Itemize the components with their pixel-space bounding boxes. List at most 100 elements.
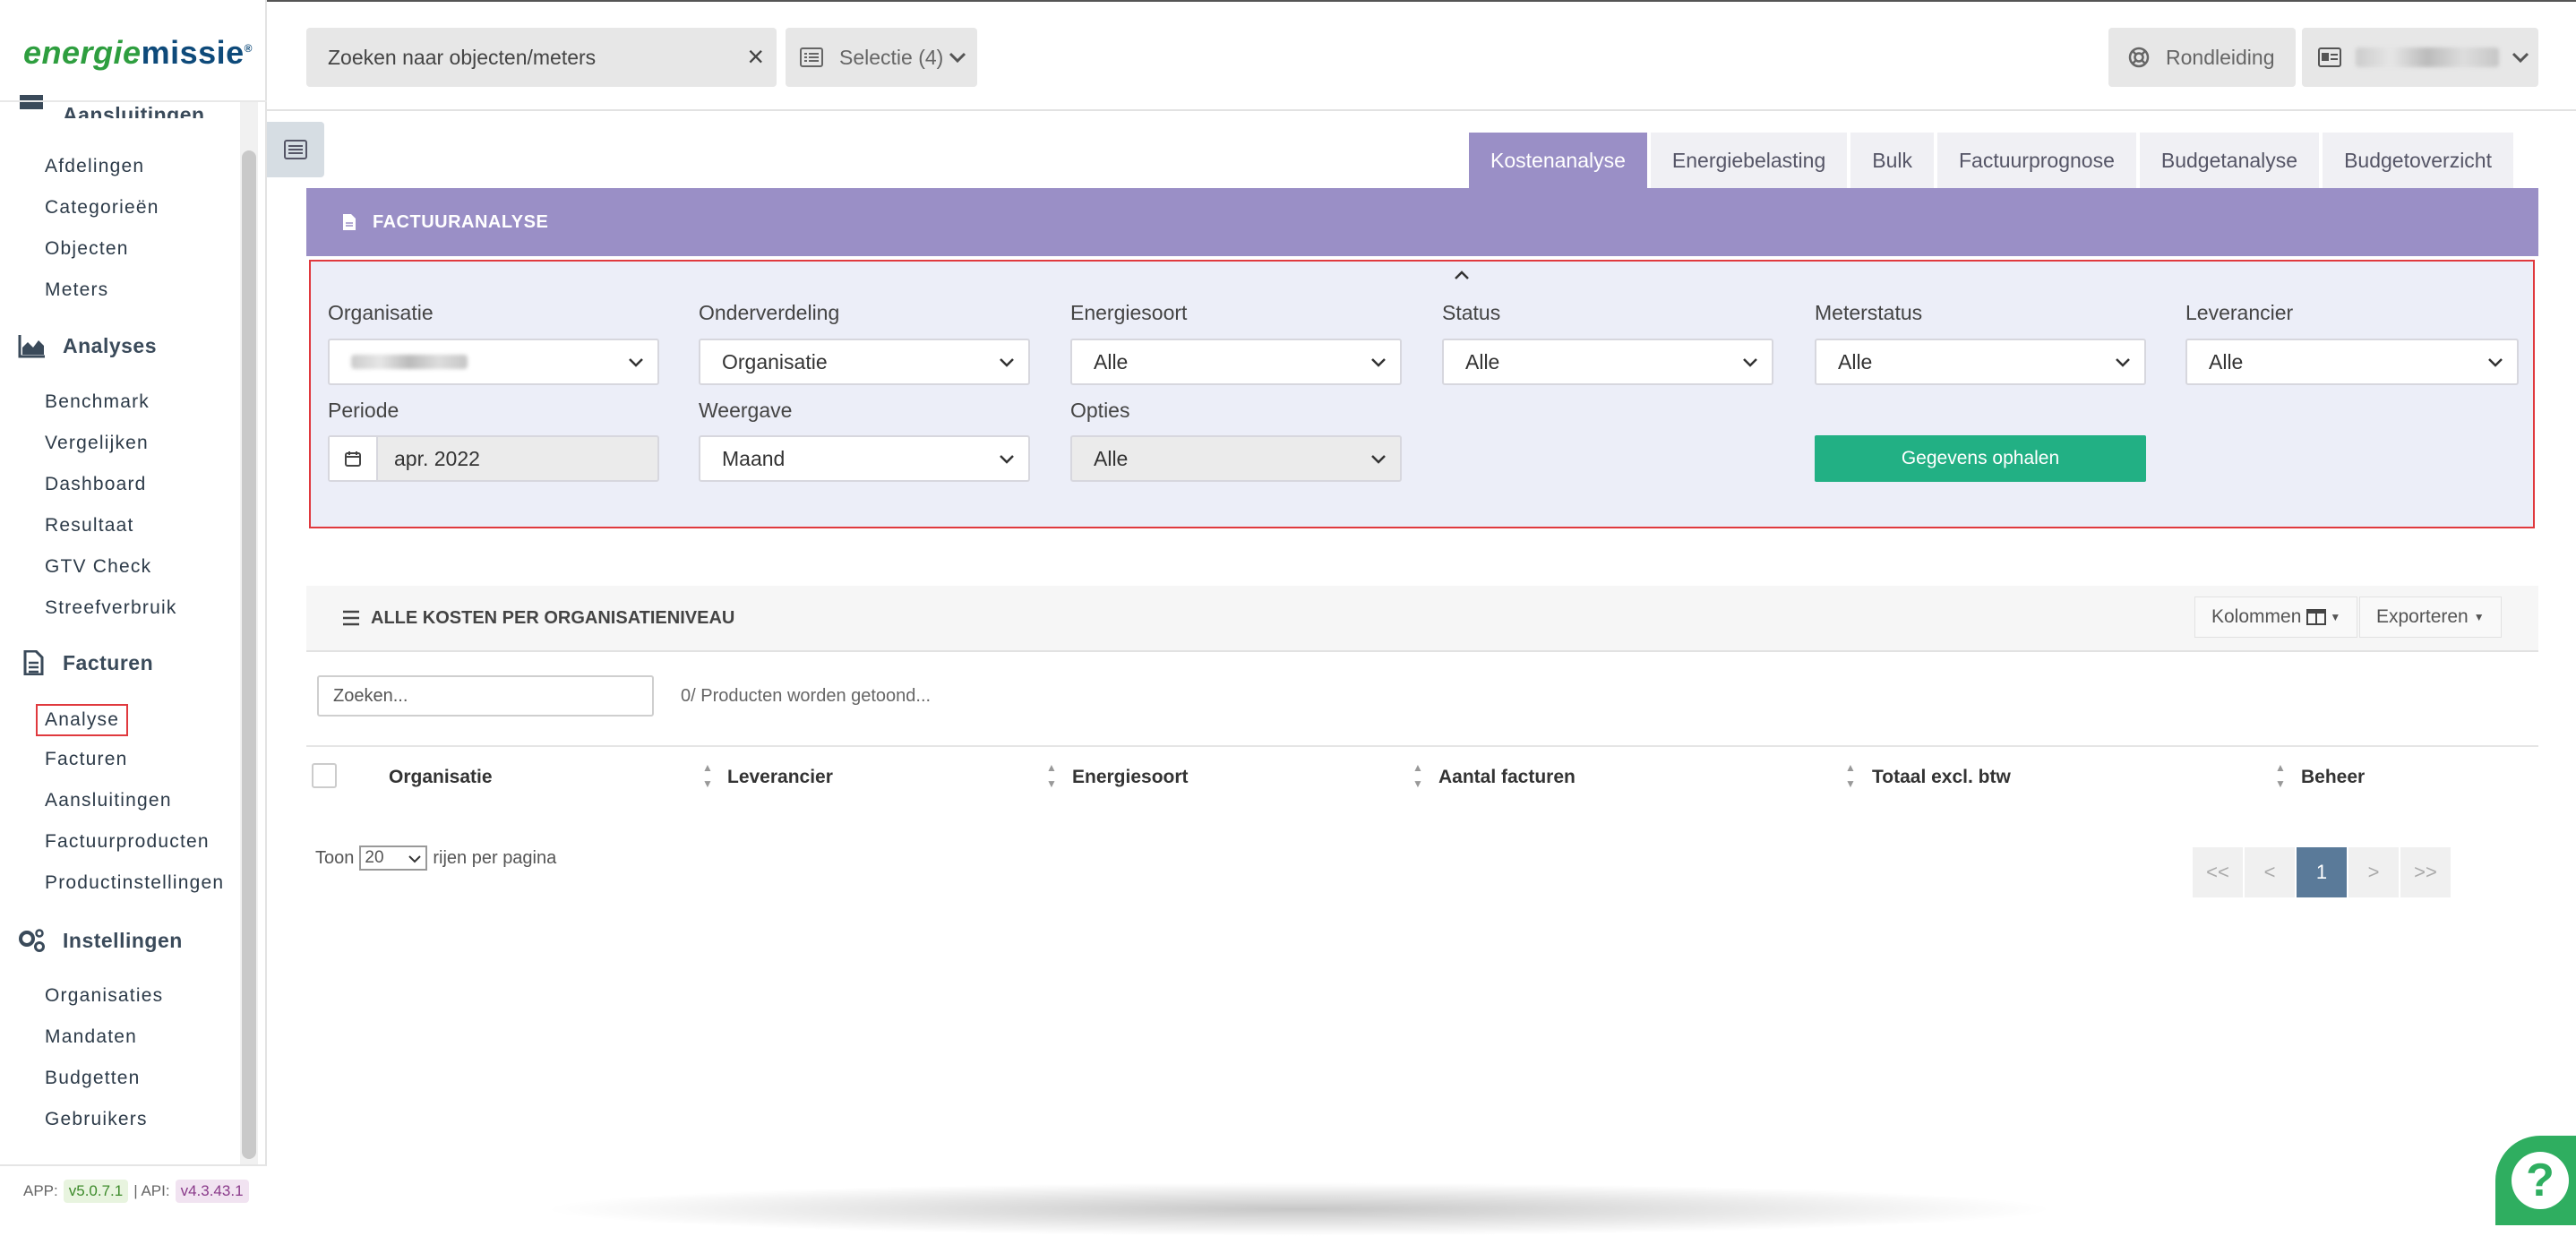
sidebar-item-afdelingen[interactable]: Afdelingen bbox=[45, 156, 145, 176]
page-size-select[interactable]: 20 bbox=[359, 845, 428, 871]
clear-search-icon[interactable]: × bbox=[747, 40, 764, 73]
meterstatus-select[interactable]: Alle bbox=[1815, 339, 2146, 385]
sidebar-toggle-button[interactable] bbox=[267, 122, 324, 177]
tab-budgetanalyse[interactable]: Budgetanalyse bbox=[2139, 133, 2320, 188]
sidebar-section-instellingen[interactable]: Instellingen bbox=[18, 928, 183, 953]
sort-icon[interactable]: ▲ ▼ bbox=[1845, 761, 1856, 790]
periode-label: Periode bbox=[328, 399, 399, 422]
sidebar-item-gtv-check[interactable]: GTV Check bbox=[45, 556, 152, 577]
caret-down-icon: ▼ bbox=[2330, 611, 2341, 623]
sidebar-item-mandaten[interactable]: Mandaten bbox=[45, 1026, 138, 1047]
column-beheer[interactable]: Beheer bbox=[2301, 767, 2366, 787]
user-name-redacted bbox=[2356, 47, 2499, 67]
bottom-shadow bbox=[537, 1182, 2060, 1236]
building-icon bbox=[20, 95, 43, 109]
energiesoort-select[interactable]: Alle bbox=[1070, 339, 1402, 385]
status-value: Alle bbox=[1465, 349, 1500, 373]
sidebar-item-benchmark[interactable]: Benchmark bbox=[45, 391, 150, 412]
weergave-label: Weergave bbox=[699, 399, 793, 422]
sidebar-section-aansluitingen[interactable]: Aansluitingen bbox=[18, 95, 205, 118]
pager-first[interactable]: << bbox=[2193, 847, 2243, 897]
pagination: << < 1 > >> bbox=[2193, 847, 2452, 897]
sidebar-item-objecten[interactable]: Objecten bbox=[45, 238, 129, 259]
per-page-label: rijen per pagina bbox=[433, 847, 557, 868]
column-organisatie[interactable]: Organisatie bbox=[389, 767, 493, 787]
brand-reg: ® bbox=[244, 42, 253, 55]
chevron-down-icon bbox=[408, 855, 422, 863]
organisatie-select[interactable] bbox=[328, 339, 659, 385]
sidebar-item-gebruikers[interactable]: Gebruikers bbox=[45, 1109, 148, 1129]
collapse-chevron-up-icon[interactable] bbox=[1453, 269, 1471, 281]
kolommen-button[interactable]: Kolommen ▼ bbox=[2194, 597, 2358, 638]
tab-factuurprognose[interactable]: Factuurprognose bbox=[1936, 133, 2136, 188]
filter-panel bbox=[309, 260, 2535, 528]
object-search-field[interactable]: Zoeken naar objecten/meters × bbox=[306, 28, 777, 87]
selectie-dropdown[interactable]: Selectie (4) bbox=[786, 28, 977, 87]
pager-page-1[interactable]: 1 bbox=[2297, 847, 2347, 897]
onderverdeling-select[interactable]: Organisatie bbox=[699, 339, 1030, 385]
gegevens-ophalen-button[interactable]: Gegevens ophalen bbox=[1815, 435, 2146, 482]
pager-next[interactable]: > bbox=[2348, 847, 2399, 897]
page-size-value: 20 bbox=[365, 848, 384, 867]
sidebar-item-organisaties[interactable]: Organisaties bbox=[45, 985, 164, 1006]
document-icon bbox=[23, 650, 44, 675]
pager-prev[interactable]: < bbox=[2245, 847, 2295, 897]
pager-last[interactable]: >> bbox=[2400, 847, 2451, 897]
sidebar-section-analyses[interactable]: Analyses bbox=[18, 333, 157, 358]
table-column-headers: Organisatie ▲ ▼ Leverancier ▲ ▼ Energiesoo… bbox=[306, 745, 2538, 808]
chevron-down-icon bbox=[2512, 52, 2529, 64]
leverancier-select[interactable]: Alle bbox=[2185, 339, 2519, 385]
sidebar-item-productinstellingen[interactable]: Productinstellingen bbox=[45, 872, 225, 893]
brand-part1: energie bbox=[23, 34, 142, 71]
area-chart-icon bbox=[18, 335, 45, 358]
sidebar-item-vergelijken[interactable]: Vergelijken bbox=[45, 433, 149, 453]
periode-date-field[interactable]: apr. 2022 bbox=[328, 435, 659, 482]
chevron-down-icon bbox=[1371, 358, 1386, 367]
sidebar bbox=[0, 0, 267, 1216]
sidebar-section-facturen[interactable]: Facturen bbox=[18, 650, 153, 675]
tab-kostenanalyse[interactable]: Kostenanalyse bbox=[1469, 133, 1647, 188]
status-select[interactable]: Alle bbox=[1442, 339, 1773, 385]
sidebar-item-dashboard[interactable]: Dashboard bbox=[45, 474, 147, 494]
caret-down-icon: ▼ bbox=[2473, 611, 2485, 623]
help-button[interactable]: ? bbox=[2495, 1136, 2576, 1225]
weergave-select[interactable]: Maand bbox=[699, 435, 1030, 482]
chevron-down-icon bbox=[2116, 358, 2130, 367]
exporteren-button[interactable]: Exporteren ▼ bbox=[2359, 597, 2502, 638]
sidebar-item-categorieen[interactable]: Categorieën bbox=[45, 197, 159, 218]
calendar-icon[interactable] bbox=[330, 437, 378, 480]
sort-icon[interactable]: ▲ ▼ bbox=[2275, 761, 2286, 790]
lifebuoy-icon bbox=[2128, 47, 2150, 68]
panel-title: FACTUURANALYSE bbox=[373, 211, 549, 232]
user-menu-button[interactable] bbox=[2302, 28, 2538, 87]
sidebar-item-resultaat[interactable]: Resultaat bbox=[45, 515, 134, 536]
opties-select[interactable]: Alle bbox=[1070, 435, 1402, 482]
leverancier-value: Alle bbox=[2209, 349, 2244, 373]
column-leverancier[interactable]: Leverancier bbox=[727, 767, 833, 787]
column-totaal-excl-btw[interactable]: Totaal excl. btw bbox=[1872, 767, 2011, 787]
rondleiding-button[interactable]: Rondleiding bbox=[2108, 28, 2296, 87]
sidebar-item-facturen[interactable]: Facturen bbox=[45, 749, 128, 769]
sidebar-item-streefverbruik[interactable]: Streefverbruik bbox=[45, 597, 177, 618]
column-energiesoort[interactable]: Energiesoort bbox=[1072, 767, 1189, 787]
tab-budgetoverzicht[interactable]: Budgetoverzicht bbox=[2323, 133, 2513, 188]
sort-icon[interactable]: ▲ ▼ bbox=[1413, 761, 1423, 790]
select-all-checkbox[interactable] bbox=[312, 763, 337, 788]
tab-energiebelasting[interactable]: Energiebelasting bbox=[1650, 133, 1848, 188]
brand-logo[interactable]: energiemissie® bbox=[23, 34, 253, 72]
sidebar-item-factuurproducten[interactable]: Factuurproducten bbox=[45, 831, 210, 852]
column-aantal-facturen[interactable]: Aantal facturen bbox=[1438, 767, 1576, 787]
sidebar-item-meters[interactable]: Meters bbox=[45, 279, 109, 300]
window-top-edge bbox=[0, 0, 2576, 2]
sidebar-scrollbar[interactable] bbox=[242, 150, 256, 1159]
sort-icon[interactable]: ▲ ▼ bbox=[702, 761, 713, 790]
opties-value: Alle bbox=[1094, 446, 1129, 470]
table-search-input[interactable]: Zoeken... bbox=[317, 675, 654, 717]
search-value: Zoeken naar objecten/meters bbox=[328, 45, 597, 69]
organisatie-value-redacted bbox=[351, 355, 468, 369]
sidebar-item-aansluitingen[interactable]: Aansluitingen bbox=[45, 790, 172, 811]
sidebar-item-analyse[interactable]: Analyse bbox=[36, 704, 129, 736]
sort-icon[interactable]: ▲ ▼ bbox=[1046, 761, 1057, 790]
tab-bulk[interactable]: Bulk bbox=[1850, 133, 1934, 188]
sidebar-item-budgetten[interactable]: Budgetten bbox=[45, 1068, 141, 1088]
